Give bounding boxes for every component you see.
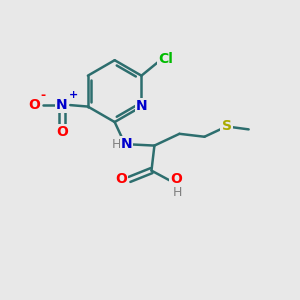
Text: +: +: [68, 90, 78, 100]
Text: N: N: [121, 137, 132, 151]
Text: O: O: [29, 98, 40, 112]
Text: -: -: [40, 88, 46, 102]
Text: O: O: [115, 172, 127, 186]
Text: O: O: [56, 125, 68, 140]
Text: N: N: [56, 98, 68, 112]
Text: N: N: [136, 99, 148, 113]
Text: H: H: [112, 138, 122, 151]
Text: Cl: Cl: [158, 52, 173, 66]
Text: S: S: [222, 119, 232, 134]
Text: H: H: [172, 186, 182, 199]
Text: O: O: [171, 172, 182, 186]
